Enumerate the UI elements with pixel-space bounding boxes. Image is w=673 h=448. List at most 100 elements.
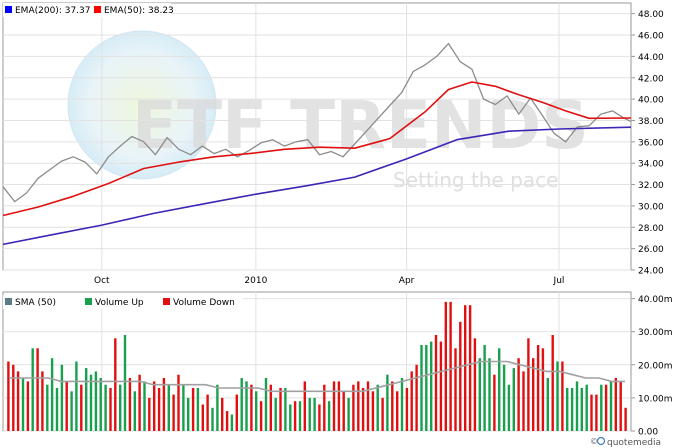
- volume-bar: [536, 345, 540, 431]
- volume-bar: [464, 305, 467, 431]
- volume-y-tick-label: 10.00m: [638, 394, 673, 404]
- price-y-tick-label: 46.00: [638, 32, 664, 42]
- volume-bar: [60, 364, 64, 431]
- volume-bar: [454, 348, 457, 431]
- volume-bar: [245, 381, 248, 431]
- sma50-line: [9, 360, 625, 393]
- volume-bar: [410, 371, 413, 431]
- volume-bar: [41, 371, 44, 431]
- volume-bar: [235, 394, 238, 431]
- price-y-tick-label: 42.00: [638, 74, 664, 84]
- volume-grid: [3, 292, 631, 432]
- volume-bar: [580, 388, 583, 431]
- price-y-tick-label: 26.00: [638, 245, 664, 255]
- volume-bar: [327, 401, 331, 431]
- ema200-line: [2, 126, 632, 246]
- volume-y-tick-label: 20.00m: [638, 361, 673, 371]
- volume-bar: [444, 301, 447, 431]
- legend-label-volume-up: Volume Up: [95, 298, 144, 308]
- price-legend-bg: [3, 3, 171, 17]
- volume-bar: [94, 371, 98, 431]
- volume-bar: [502, 364, 506, 431]
- volume-bar: [148, 397, 151, 431]
- volume-bar: [114, 338, 117, 431]
- volume-bar: [109, 388, 112, 431]
- volume-bar: [225, 411, 229, 431]
- volume-panel-frame: [2, 291, 632, 432]
- watermark-tagline: Setting the pace: [393, 168, 558, 192]
- volume-bar: [26, 381, 30, 431]
- price-y-tick-label: 36.00: [638, 138, 664, 148]
- volume-bar: [182, 384, 185, 431]
- price-y-axis: 24.00 26.00 28.00 30.00 32.00 34.00 36.00 38.00…: [631, 10, 664, 277]
- legend-swatch-volume-down: [163, 298, 170, 305]
- volume-bar: [240, 378, 243, 431]
- volume-bar: [138, 374, 141, 431]
- volume-bar: [551, 335, 554, 431]
- volume-bar: [269, 384, 272, 431]
- volume-bar: [609, 381, 613, 431]
- volume-bar: [274, 397, 277, 431]
- volume-y-tick-label: 40.00m: [638, 295, 673, 305]
- volume-bar: [493, 374, 496, 431]
- volume-bar: [211, 407, 214, 431]
- price-y-tick-label: 38.00: [638, 117, 664, 127]
- volume-bar: [614, 378, 617, 431]
- volume-bar: [532, 358, 535, 431]
- volume-bar: [7, 361, 10, 431]
- volume-bar: [293, 401, 297, 431]
- volume-bar: [468, 305, 472, 431]
- attribution-copyright: ©: [590, 437, 598, 446]
- volume-bar: [570, 388, 574, 431]
- volume-bar: [75, 361, 78, 431]
- volume-bar: [600, 384, 603, 431]
- volume-bar: [459, 321, 462, 431]
- volume-bar: [196, 388, 200, 431]
- volume-bar: [323, 384, 326, 431]
- volume-bar: [561, 361, 564, 431]
- volume-bar: [123, 335, 127, 431]
- volume-bar: [216, 384, 219, 431]
- volume-bar: [381, 397, 384, 431]
- volume-bar: [483, 345, 486, 431]
- legend-swatch-ema50: [94, 6, 101, 13]
- price-y-tick-label: 40.00: [638, 96, 664, 106]
- volume-bar: [488, 358, 491, 431]
- volume-bar: [31, 348, 34, 431]
- legend-label-volume-down: Volume Down: [173, 298, 235, 308]
- volume-bar: [541, 348, 545, 431]
- legend-swatch-sma50: [5, 298, 12, 305]
- volume-bar: [313, 397, 316, 431]
- volume-bar: [507, 384, 511, 431]
- volume-bar: [187, 397, 190, 431]
- volume-bar: [133, 391, 136, 431]
- legend-label-sma50: SMA (50): [15, 298, 56, 308]
- volume-bar: [439, 341, 443, 431]
- volume-bar: [80, 384, 83, 431]
- volume-bar: [478, 358, 481, 431]
- volume-bar: [430, 341, 433, 431]
- volume-bar: [337, 381, 341, 431]
- volume-bar: [347, 397, 350, 431]
- volume-bar: [352, 384, 355, 431]
- volume-bar: [449, 301, 452, 431]
- volume-bar: [405, 388, 409, 431]
- volume-bar: [566, 388, 569, 431]
- volume-bar: [284, 388, 287, 431]
- volume-bar: [595, 394, 598, 431]
- volume-bar: [517, 358, 520, 431]
- volume-bar: [366, 381, 370, 431]
- price-legend: EMA(200): 37.37 EMA(50): 38.23: [3, 3, 174, 17]
- volume-bar: [624, 407, 627, 431]
- volume-bar: [70, 391, 73, 431]
- price-x-tick-label: Apr: [399, 276, 415, 286]
- volume-bar: [332, 381, 336, 431]
- price-lines: [2, 42, 632, 246]
- volume-bar: [512, 368, 515, 431]
- volume-bar: [391, 381, 394, 431]
- ema50-line: [2, 81, 632, 217]
- volume-bar: [143, 381, 146, 431]
- volume-legend-bg: [3, 295, 243, 309]
- price-y-tick-label: 48.00: [638, 10, 664, 20]
- volume-bar: [546, 378, 549, 431]
